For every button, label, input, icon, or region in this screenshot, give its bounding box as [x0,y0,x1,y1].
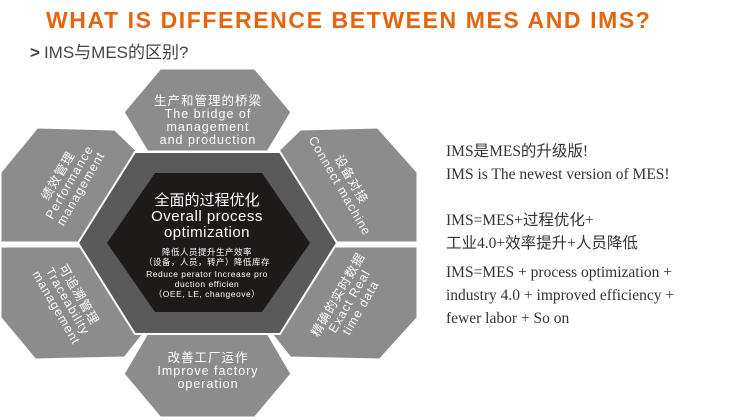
center-optimization: 全面的过程优化 Overall process optimization 降低人… [117,192,297,299]
segment-en: Improve factory [157,364,259,378]
detail-line: Reduce perator Increase pro [146,269,268,279]
hexagon-diagram [0,66,420,420]
center-detail: 降低人员提升生产效率 （设备，人员，转产）降低库存 Reduce perator… [117,247,297,299]
description-line: IMS=MES+过程优化+ [446,212,594,229]
description-line: IMS是MES的升级版! [446,143,589,160]
segment-en: operation [177,377,239,391]
segment-en: and production [159,133,257,147]
description-line: 工业4.0+效率提升+人员降低 [446,235,638,252]
center-en: Overall process [151,208,263,225]
detail-line: 降低人员提升生产效率 [161,247,252,257]
description-line: fewer labor + So on [446,310,570,327]
chevron-right-icon: > [30,43,40,62]
segment-cn: 改善工厂运作 [167,351,249,365]
description-line: IMS=MES + process optimization + [446,264,672,281]
segment-en: The bridge of [164,107,252,121]
subtitle-text: IMS与MES的区别? [43,43,189,62]
page-title: WHAT IS DIFFERENCE BETWEEN MES AND IMS? [46,7,652,33]
center-en: optimization [163,224,251,241]
detail-line: duction efficien [174,279,240,289]
center-cn: 全面的过程优化 [154,192,260,209]
segment-en: management [166,120,250,134]
detail-line: （OEE, LE, changeove） [153,289,261,299]
hex-core [107,173,310,312]
segment-bridge: 生产和管理的桥梁 The bridge of management and pr… [128,95,288,147]
page-subtitle: > IMS与MES的区别? [30,38,188,63]
description-line: industry 4.0 + improved efficiency + [446,287,675,304]
segment-cn: 生产和管理的桥梁 [153,94,262,108]
description-line: IMS is The newest version of MES! [446,166,670,183]
detail-line: （设备，人员，转产）降低库存 [143,257,270,267]
segment-factory-operation: 改善工厂运作 Improve factory operation [128,352,288,391]
description: IMS是MES的升级版! IMS is The newest version o… [446,140,674,330]
